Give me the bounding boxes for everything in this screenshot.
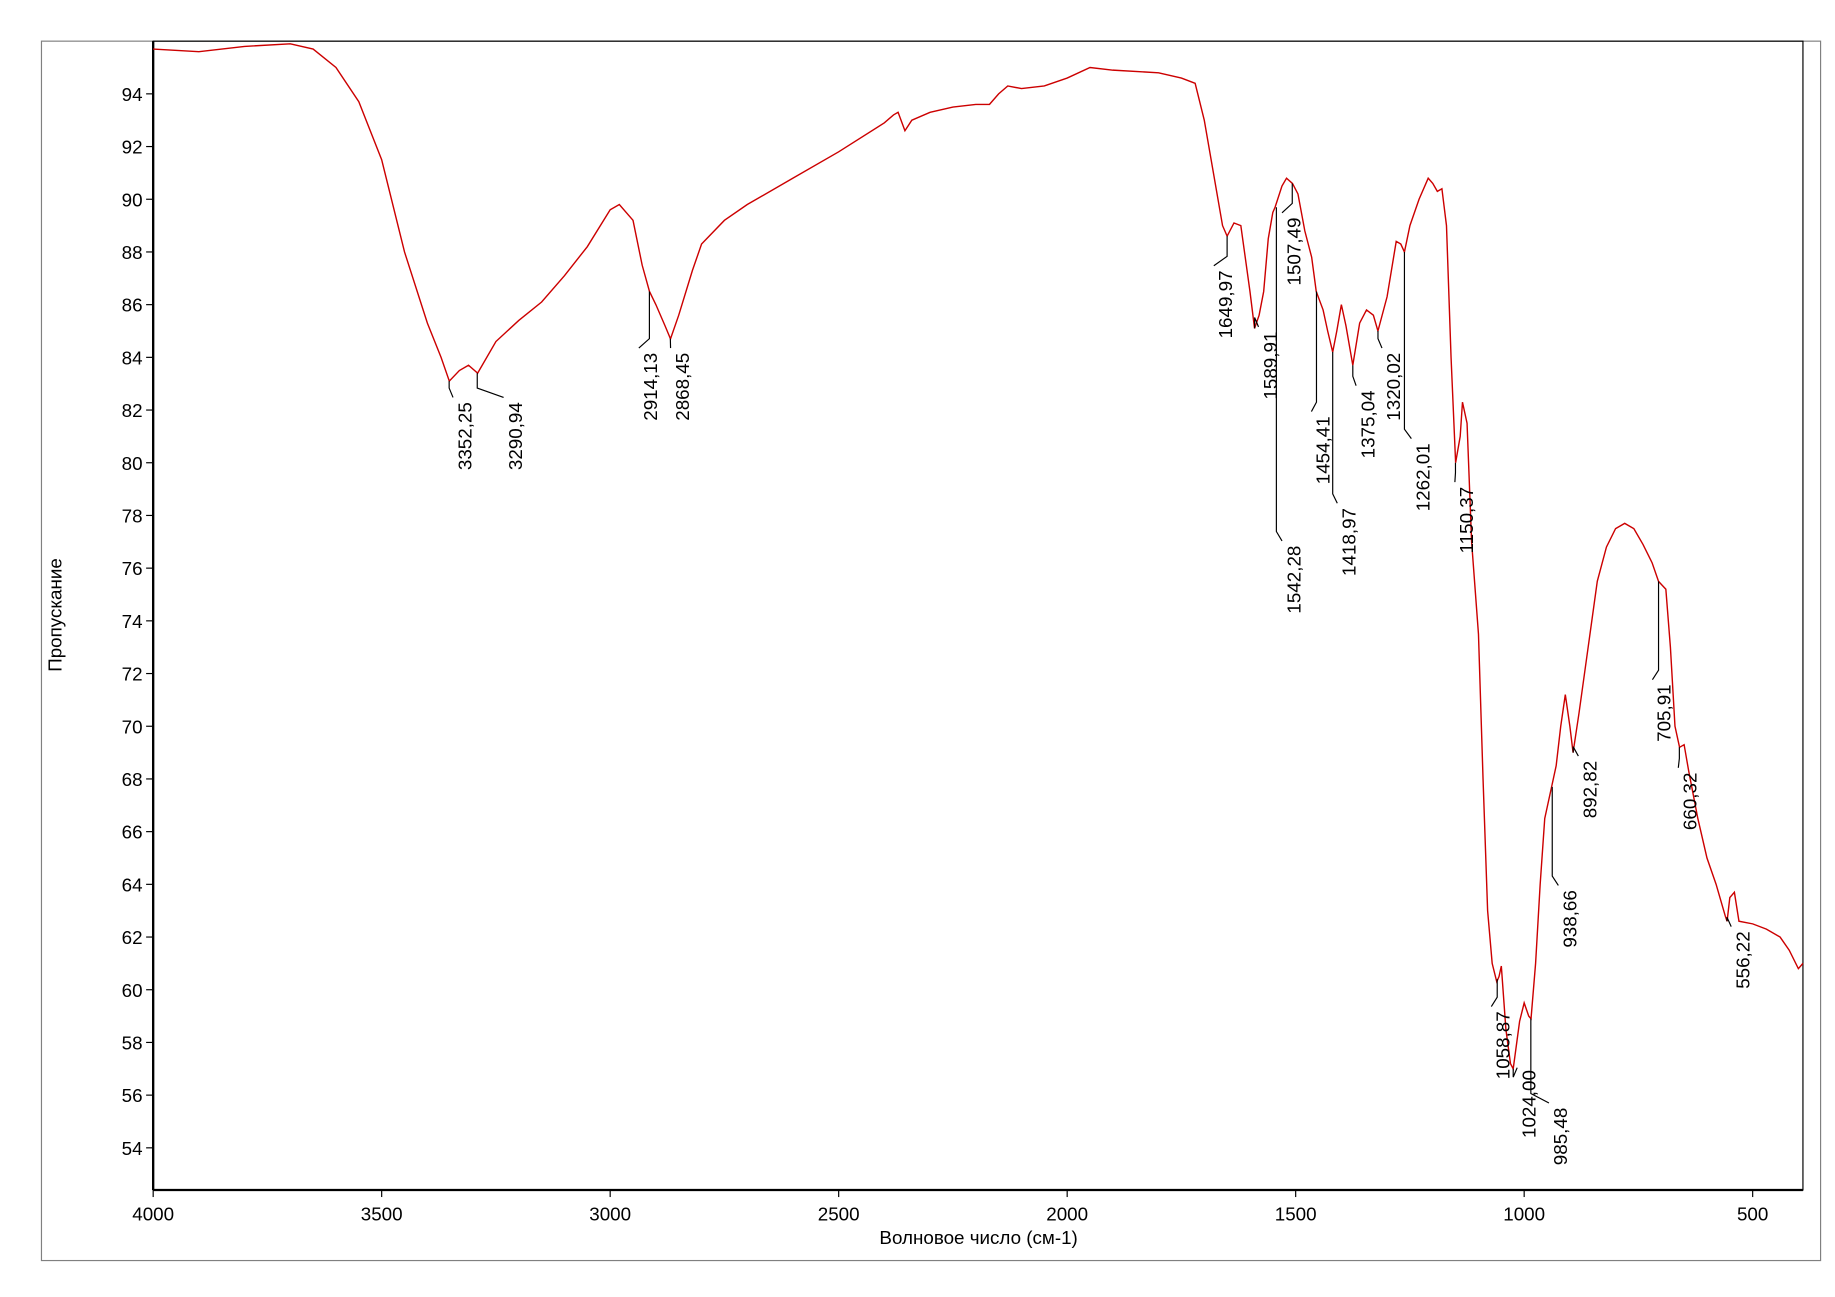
peak-leader <box>1403 251 1412 439</box>
y-tick-label: 54 <box>122 1138 143 1159</box>
y-tick-label: 64 <box>122 874 143 895</box>
y-tick-label: 82 <box>122 400 143 421</box>
peak-leader <box>1310 291 1318 412</box>
peak-label: 1024,00 <box>1518 1070 1539 1138</box>
x-tick-label: 3000 <box>589 1204 631 1225</box>
y-axis-label: Пропускание <box>44 558 65 672</box>
peak-leader <box>1213 236 1228 267</box>
y-tick-label: 92 <box>122 137 143 158</box>
x-tick-label: 4000 <box>132 1204 174 1225</box>
y-tick-label: 66 <box>122 822 143 843</box>
peak-label: 1589,91 <box>1260 332 1281 400</box>
y-tick-label: 72 <box>122 664 143 685</box>
y-tick-label: 84 <box>122 347 143 368</box>
peak-leader <box>1352 365 1357 386</box>
peak-label: 1150,37 <box>1456 487 1477 554</box>
peak-leader <box>1530 1018 1550 1104</box>
y-tick-label: 80 <box>122 453 143 474</box>
y-tick-label: 70 <box>122 716 143 737</box>
peak-label: 1454,41 <box>1313 416 1334 484</box>
peak-leader <box>1254 317 1260 329</box>
x-tick-label: 1000 <box>1503 1204 1545 1225</box>
peak-label: 2868,45 <box>672 353 693 421</box>
peak-leader <box>1332 352 1338 504</box>
y-tick-label: 68 <box>122 769 143 790</box>
peak-leader <box>1490 979 1498 1007</box>
peak-leader <box>1572 746 1579 757</box>
y-tick-label: 94 <box>122 84 143 105</box>
peak-leader <box>638 291 650 349</box>
peak-leader <box>1651 581 1660 680</box>
peak-label: 3352,25 <box>454 402 475 470</box>
peak-leader <box>476 373 504 399</box>
peak-label: 1418,97 <box>1339 508 1360 576</box>
y-tick-label: 60 <box>122 980 143 1001</box>
peak-leader <box>1377 331 1383 349</box>
y-tick-label: 76 <box>122 558 143 579</box>
peak-label: 556,22 <box>1732 931 1753 989</box>
plot-frame <box>152 40 1804 1191</box>
x-axis-label: Волновое число (см-1) <box>879 1227 1077 1248</box>
peak-label: 660,32 <box>1680 773 1701 831</box>
x-tick-label: 2000 <box>1046 1204 1088 1225</box>
peak-leader <box>1454 462 1457 483</box>
x-tick-label: 2500 <box>818 1204 860 1225</box>
peak-leader <box>448 381 454 398</box>
peak-label: 3290,94 <box>505 402 526 470</box>
peak-label: 1058,87 <box>1493 1011 1514 1079</box>
x-tick-label: 3500 <box>361 1204 403 1225</box>
peak-label: 1320,02 <box>1383 353 1404 421</box>
peak-leader <box>1275 207 1283 542</box>
outer-frame <box>40 40 1822 1262</box>
peak-leader <box>1551 786 1559 886</box>
spectrum-line <box>153 43 1804 1072</box>
peak-label: 938,66 <box>1560 890 1581 948</box>
peak-leader <box>1677 747 1680 768</box>
peak-leader <box>1512 1067 1518 1078</box>
x-tick-label: 500 <box>1737 1204 1768 1225</box>
y-tick-label: 56 <box>122 1085 143 1106</box>
peak-leader <box>1281 183 1293 214</box>
peak-label: 1262,01 <box>1413 443 1434 511</box>
peak-label: 985,48 <box>1550 1108 1571 1166</box>
peak-label: 705,91 <box>1654 684 1675 742</box>
peak-label: 2914,13 <box>640 353 661 421</box>
peak-leader <box>1726 916 1732 927</box>
x-tick-label: 1500 <box>1275 1204 1317 1225</box>
peak-label: 892,82 <box>1580 761 1601 819</box>
y-tick-label: 78 <box>122 506 143 527</box>
y-tick-label: 74 <box>122 611 143 632</box>
y-tick-label: 86 <box>122 295 143 316</box>
peak-label: 1649,97 <box>1215 270 1236 338</box>
peak-label: 1542,28 <box>1283 546 1304 614</box>
y-tick-label: 90 <box>122 189 143 210</box>
peak-label: 1507,49 <box>1283 218 1304 286</box>
peak-label: 1375,04 <box>1357 390 1378 458</box>
y-tick-label: 58 <box>122 1032 143 1053</box>
y-tick-label: 88 <box>122 242 143 263</box>
y-tick-label: 62 <box>122 927 143 948</box>
